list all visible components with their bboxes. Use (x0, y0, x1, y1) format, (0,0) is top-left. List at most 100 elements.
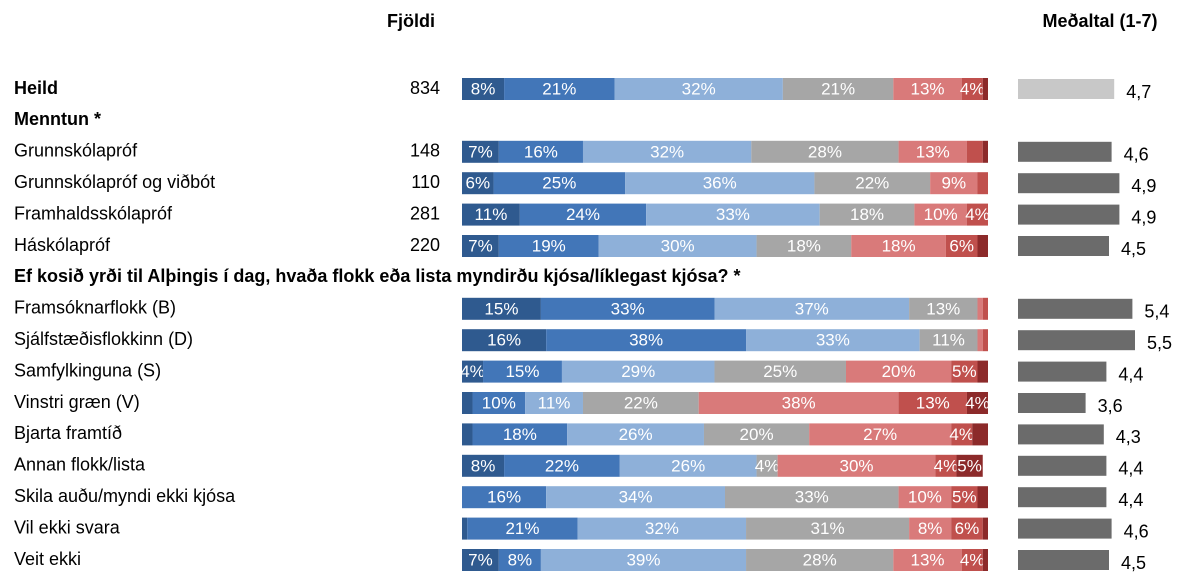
bar-segment (977, 329, 983, 352)
bar-segment (977, 360, 988, 383)
segment-label: 6% (955, 519, 980, 538)
segment-label: 13% (916, 393, 950, 412)
segment-label: 8% (471, 79, 496, 98)
bar-segment (782, 78, 894, 100)
bar-segment (567, 423, 704, 446)
segment-label: 37% (795, 299, 829, 318)
bar-segment (582, 140, 752, 163)
bar-segment (498, 235, 599, 257)
bar-segment (462, 203, 520, 226)
mean-bar (1018, 330, 1135, 351)
mean-label: 4,6 (1124, 521, 1149, 541)
segment-label: 8% (471, 456, 496, 475)
bar-segment (982, 140, 988, 163)
mean-bar (1018, 298, 1133, 319)
bar-segment (956, 454, 983, 477)
segment-label: 32% (645, 519, 679, 538)
segment-label: 4% (934, 456, 959, 475)
row-label: Annan flokk/lista (14, 455, 146, 475)
bar-segment (462, 423, 473, 446)
bar-segment (619, 454, 757, 477)
segment-label: 13% (926, 299, 960, 318)
segment-label: 10% (924, 205, 958, 224)
row-label: Bjarta framtíð (14, 423, 122, 443)
bar-segment (982, 297, 988, 320)
segment-label: 38% (629, 331, 663, 350)
mean-label: 3,6 (1098, 396, 1123, 416)
bar-segment (582, 392, 699, 414)
bar-segment (777, 454, 936, 477)
bar-segment (714, 360, 846, 383)
bar-segment (898, 140, 967, 163)
segment-label: 33% (716, 205, 750, 224)
bar-segment (472, 423, 568, 446)
segment-label: 26% (671, 456, 705, 475)
segment-label: 22% (624, 393, 658, 412)
bar-segment (756, 235, 852, 257)
row-label: Framhaldsskólapróf (14, 203, 173, 223)
mean-bar (1018, 393, 1086, 413)
bar-segment (504, 78, 615, 100)
bar-segment (546, 486, 725, 509)
bar-segment (966, 203, 988, 226)
bar-segment (614, 78, 783, 100)
bar-segment (851, 235, 946, 257)
segment-label: 20% (740, 425, 774, 444)
segment-label: 29% (621, 362, 655, 381)
mean-label: 4,5 (1121, 239, 1146, 259)
segment-label: 21% (505, 519, 539, 538)
count: 148 (410, 141, 440, 161)
bar-segment (504, 454, 620, 477)
mean-bar (1018, 236, 1109, 256)
segment-label: 28% (803, 550, 837, 569)
bar-segment (819, 203, 915, 226)
row-label: Háskólapróf (14, 235, 111, 255)
bar-segment (462, 172, 494, 195)
mean-label: 4,4 (1118, 490, 1143, 510)
mean-label: 5,5 (1147, 333, 1172, 353)
mean-bar (1018, 550, 1109, 570)
bar-segment (977, 235, 988, 257)
mean-label: 5,4 (1144, 302, 1169, 322)
bar-segment (982, 329, 988, 352)
mean-bar (1018, 79, 1115, 99)
bar-segment (951, 423, 973, 446)
bar-segment (462, 517, 468, 540)
segment-label: 13% (910, 79, 944, 98)
segment-label: 16% (487, 488, 521, 507)
bar-segment (977, 297, 983, 320)
bar-segment (930, 172, 978, 195)
segment-label: 21% (821, 79, 855, 98)
row-label: Vil ekki svara (14, 517, 121, 537)
mean-header: Meðaltal (1-7) (1042, 11, 1157, 31)
bar-segment (498, 549, 541, 571)
bar-segment (961, 78, 983, 100)
segment-label: 24% (566, 205, 600, 224)
segment-label: 4% (965, 205, 990, 224)
bar-segment (493, 172, 626, 195)
row-label: Veit ekki (14, 549, 81, 569)
segment-label: 10% (482, 393, 516, 412)
bar-segment (462, 140, 499, 163)
segment-label: 18% (882, 236, 916, 255)
bar-segment (462, 549, 499, 571)
bar-segment (914, 203, 967, 226)
bar-segment (483, 360, 562, 383)
mean-bar (1018, 173, 1120, 194)
segment-label: 6% (465, 174, 490, 193)
mean-label: 4,5 (1121, 553, 1146, 573)
bar-segment (703, 423, 810, 446)
mean-bar (1018, 361, 1107, 382)
segment-label: 39% (626, 550, 660, 569)
bar-segment (525, 392, 583, 414)
bar-segment (462, 486, 547, 509)
count-header: Fjöldi (387, 11, 435, 31)
bar-segment (462, 360, 484, 383)
segment-label: 7% (468, 142, 493, 161)
count: 834 (410, 78, 440, 98)
bar-segment (951, 517, 983, 540)
segment-label: 18% (787, 236, 821, 255)
bar-segment (714, 297, 910, 320)
segment-label: 11% (932, 331, 965, 350)
